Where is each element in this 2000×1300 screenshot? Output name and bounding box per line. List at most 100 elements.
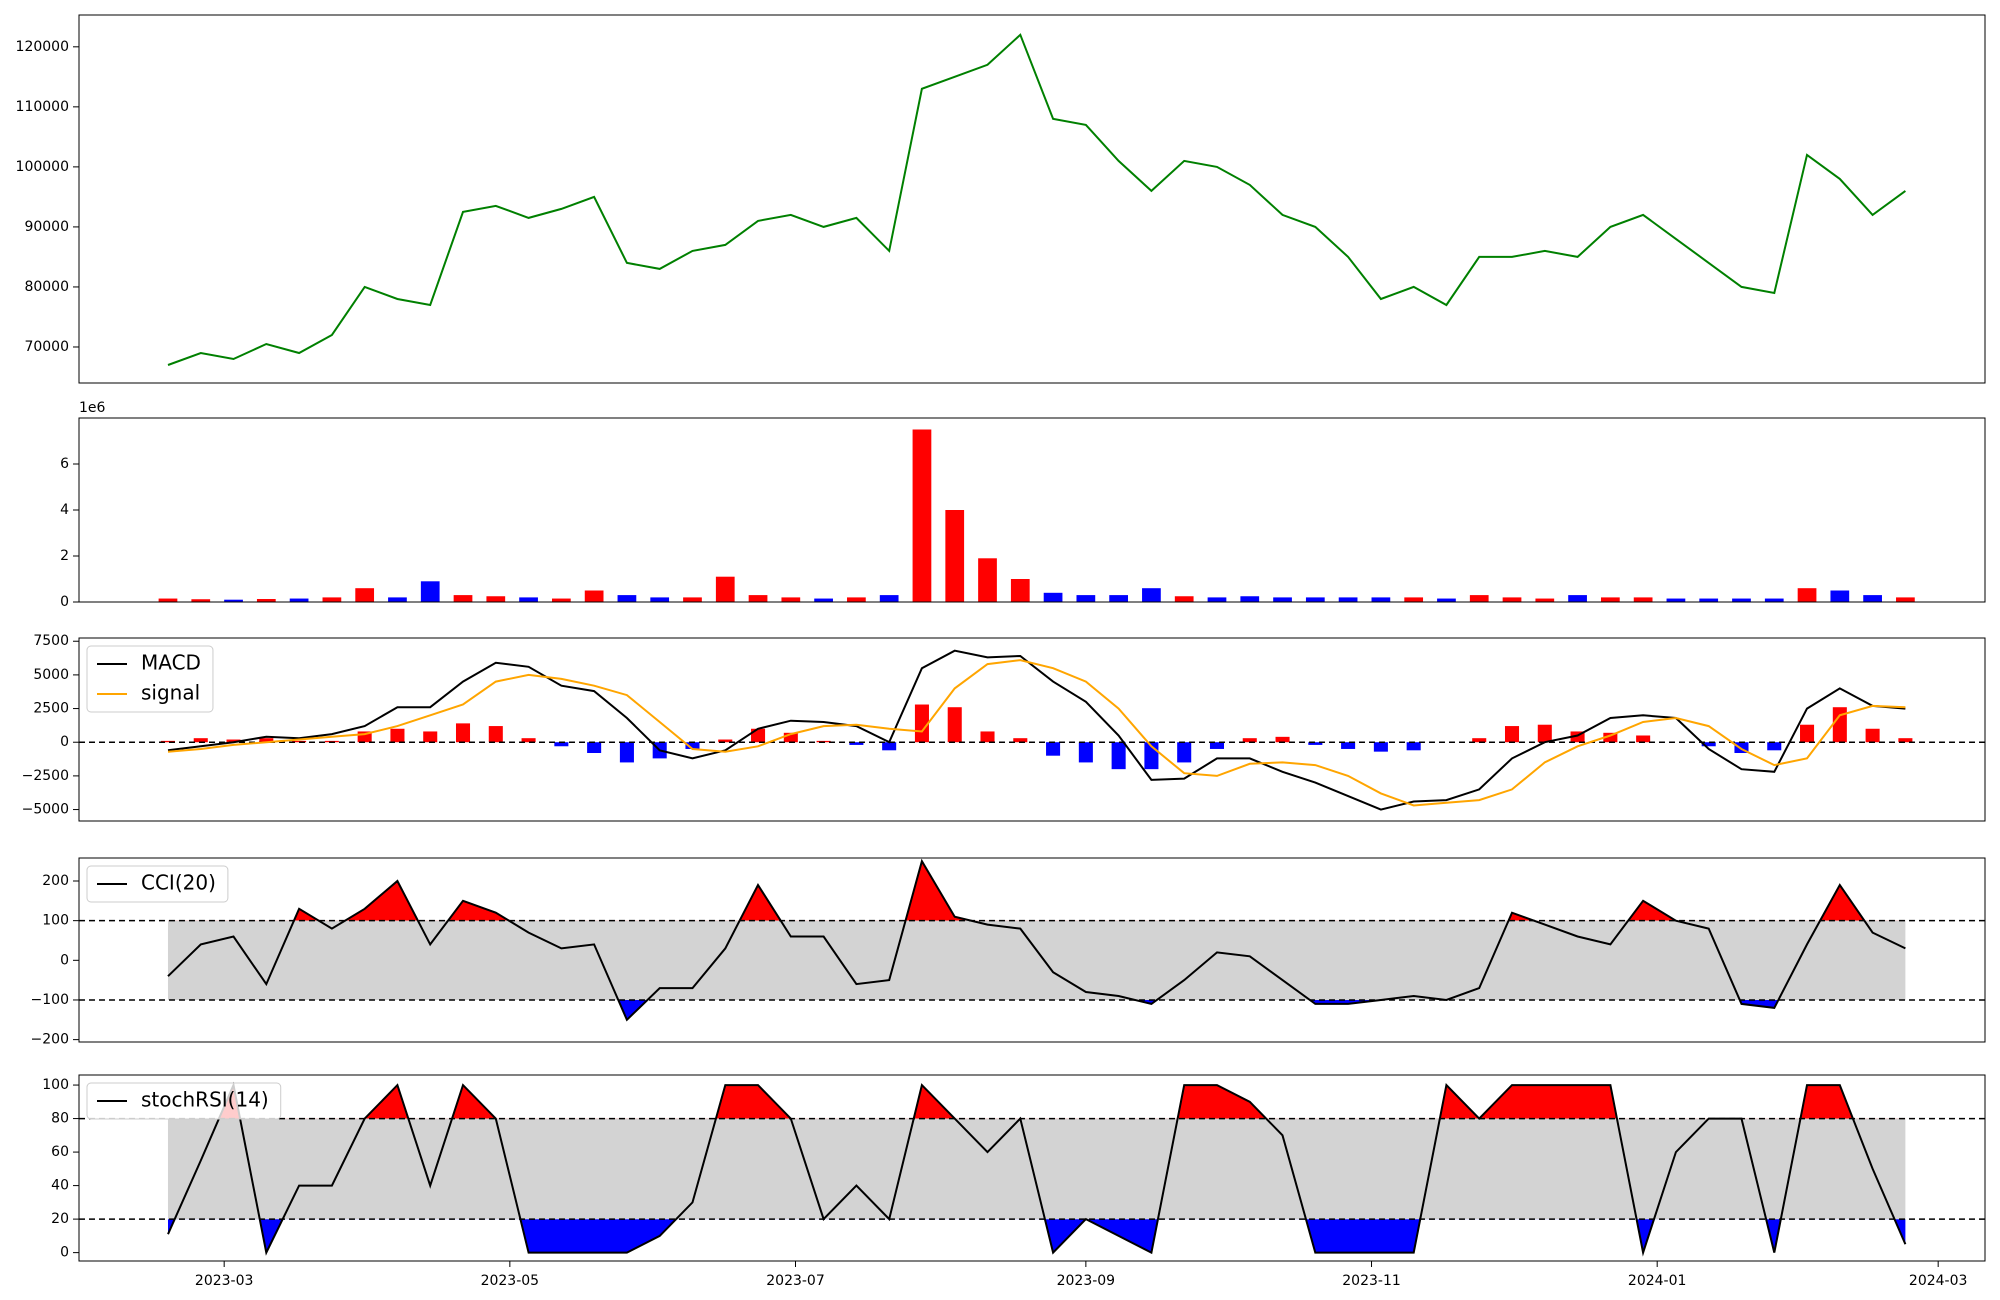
volume-bar: [1797, 588, 1817, 602]
volume-bar: [1273, 597, 1292, 602]
volume-bar: [191, 599, 211, 602]
volume-bar: [1142, 588, 1161, 602]
histogram-bar: [1341, 742, 1356, 749]
y-tick-label: 70000: [24, 339, 69, 355]
volume-bar: [322, 597, 342, 602]
histogram-bar: [1177, 742, 1192, 763]
volume-bar: [1830, 590, 1850, 602]
volume-bar: [519, 597, 538, 602]
volume-bar: [912, 429, 932, 602]
panel-frame: [78, 637, 1986, 822]
volume-bar: [715, 576, 735, 602]
histogram-bar: [1209, 742, 1225, 749]
legend-label: MACD: [141, 651, 201, 675]
y-tick-label: −100: [31, 992, 69, 1008]
histogram-bar: [751, 728, 766, 743]
volume-bar: [256, 599, 276, 602]
volume-bar: [551, 598, 571, 602]
histogram-bar: [390, 728, 405, 743]
y-tick-label: 80: [51, 1111, 69, 1127]
y-tick-label: 100000: [16, 159, 69, 175]
line: [167, 659, 1906, 807]
histogram-bar: [1504, 726, 1520, 743]
x-tick-label: 2023-05: [481, 1273, 540, 1289]
volume-bar: [1535, 598, 1555, 602]
panel-frame: [78, 417, 1986, 603]
y-tick-label: 120000: [16, 39, 69, 55]
oversold-fill: [167, 1219, 1906, 1253]
volume-bar: [1404, 597, 1424, 602]
volume-bar: [945, 510, 965, 602]
volume-bar: [1568, 595, 1587, 602]
volume-bar: [355, 588, 375, 602]
histogram-bar: [587, 742, 602, 753]
histogram-bar: [1242, 738, 1257, 743]
y-tick-label: 90000: [24, 219, 69, 235]
y-tick-label: −200: [31, 1032, 69, 1048]
histogram-bar: [1832, 707, 1847, 743]
volume-bar: [486, 596, 506, 602]
volume-bar: [453, 595, 473, 602]
y-tick-label: 100: [42, 913, 69, 929]
histogram-bar: [1865, 728, 1880, 743]
histogram-bar: [1537, 724, 1552, 743]
x-tick-label: 2023-03: [195, 1273, 254, 1289]
volume-bar: [388, 597, 407, 602]
panel-frame: [78, 14, 1986, 384]
x-tick-label: 2023-07: [766, 1273, 825, 1289]
volume-bar: [617, 595, 637, 602]
x-tick-label: 2024-03: [1909, 1273, 1968, 1289]
histogram-bar: [455, 723, 471, 743]
legend-label: signal: [141, 681, 200, 705]
volume-bar: [1371, 597, 1391, 602]
volume-bar: [584, 590, 604, 602]
y-tick-label: 200: [42, 873, 69, 889]
volume-bar: [420, 581, 440, 602]
histogram-bar: [1734, 742, 1749, 753]
neutral-band: [167, 1118, 1906, 1220]
volume-bar: [1633, 597, 1653, 602]
volume-bar: [1010, 579, 1030, 602]
overbought-fill: [218, 1085, 1853, 1119]
y-tick-label: −5000: [22, 802, 69, 818]
histogram-bar: [1275, 736, 1290, 743]
line: [167, 858, 1906, 1022]
neutral-band: [167, 920, 1906, 1000]
y-tick-label: 80000: [24, 279, 69, 295]
histogram-bar: [1308, 742, 1323, 745]
volume-bar: [1305, 597, 1325, 602]
y-tick-label: 60: [51, 1144, 69, 1160]
volume-bar: [879, 595, 899, 602]
y-tick-label: 0: [60, 594, 69, 610]
legend: stochRSI(14): [86, 1082, 282, 1120]
volume-bar: [1502, 597, 1522, 602]
histogram-bar: [619, 742, 634, 763]
histogram-bar: [160, 740, 176, 743]
histogram-bar: [1603, 732, 1618, 743]
y-tick-label: 40: [51, 1178, 69, 1194]
y-tick-label: 6: [60, 456, 69, 472]
histogram-bar: [1701, 742, 1716, 747]
volume-bar: [1863, 595, 1882, 602]
legend-box: [86, 645, 214, 713]
histogram-bar: [1373, 742, 1388, 752]
histogram-bar: [1636, 735, 1651, 743]
histogram-bar: [1767, 742, 1782, 751]
volume-bar: [1732, 598, 1751, 602]
histogram-bar: [357, 731, 372, 743]
volume-bar: [158, 598, 178, 602]
histogram-bar: [849, 742, 864, 745]
volume-bar: [1699, 598, 1719, 602]
y-tick-label: 100: [42, 1077, 69, 1093]
volume-bar: [1174, 596, 1194, 602]
histogram-bar: [718, 739, 733, 743]
volume-bar: [1469, 595, 1489, 602]
volume-bar: [1764, 598, 1784, 602]
panel-frame: [78, 1074, 1986, 1262]
legend: CCI(20): [86, 865, 229, 903]
y-tick-label: 0: [60, 952, 69, 968]
histogram-bar: [1111, 742, 1126, 770]
volume-bar: [224, 599, 243, 602]
histogram-bar: [488, 726, 503, 743]
histogram-bar: [226, 739, 241, 743]
